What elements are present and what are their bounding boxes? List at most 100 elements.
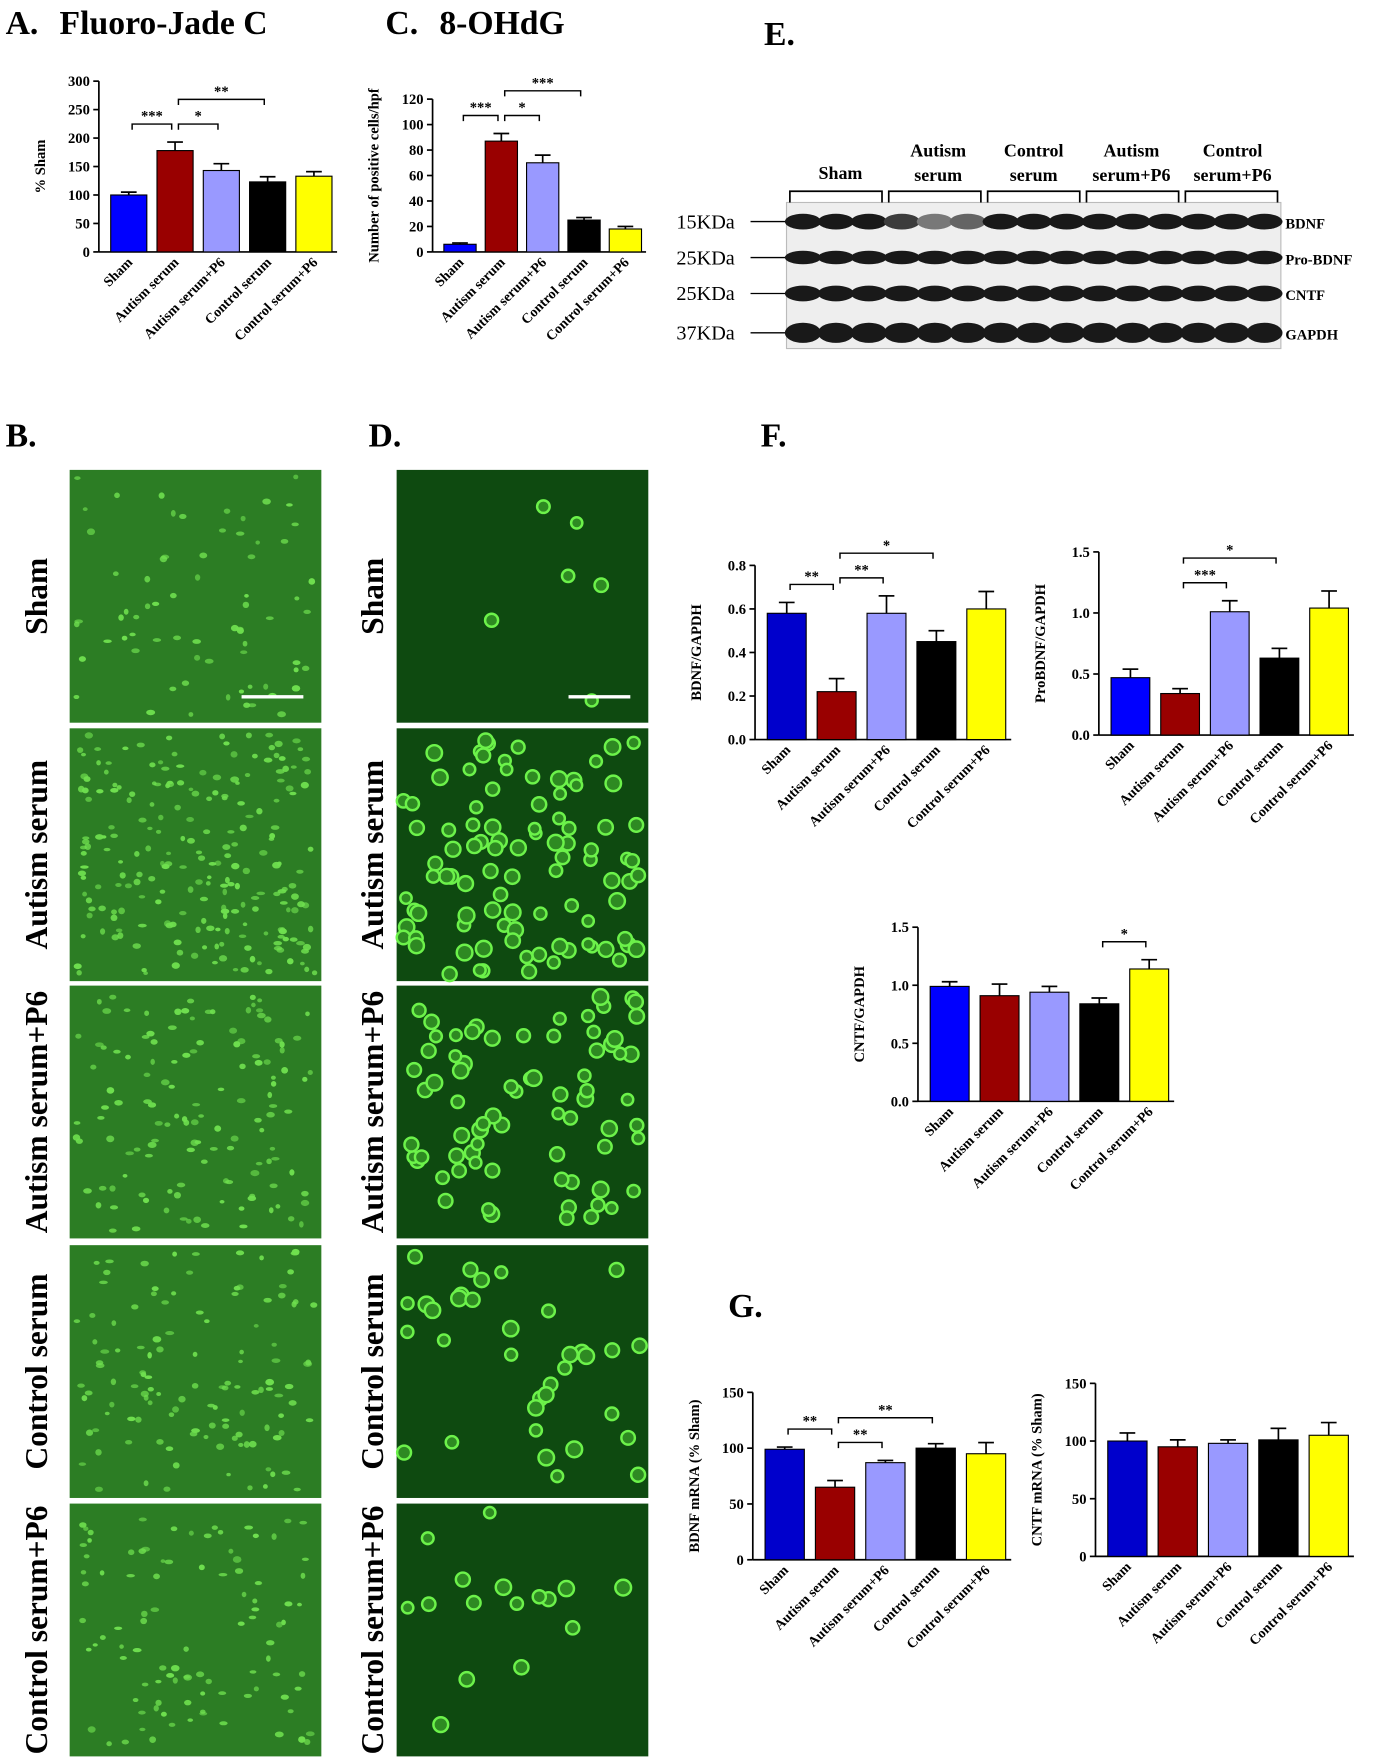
group-label: serum+P6 xyxy=(1092,165,1170,185)
cell xyxy=(212,790,219,796)
cell xyxy=(77,870,87,877)
cell xyxy=(231,1291,239,1296)
cell xyxy=(239,824,247,832)
cell xyxy=(95,834,104,840)
cell xyxy=(218,528,227,533)
y-tick-label: 0.4 xyxy=(728,646,747,662)
cell xyxy=(165,922,174,929)
band xyxy=(949,322,986,343)
cell xyxy=(465,1594,482,1611)
cell xyxy=(286,907,291,913)
y-tick-label: 0.8 xyxy=(728,558,746,574)
cell xyxy=(256,808,263,815)
cell xyxy=(79,1522,87,1528)
cell xyxy=(581,914,596,928)
cell xyxy=(273,798,280,803)
row-label: Autism serum xyxy=(355,760,390,950)
marker-label: 37KDa xyxy=(676,323,734,345)
cell xyxy=(229,1027,238,1034)
cell xyxy=(199,769,207,776)
band xyxy=(1048,285,1085,302)
cell xyxy=(82,836,90,840)
cell xyxy=(561,1345,579,1364)
cell xyxy=(255,1161,263,1166)
cell xyxy=(462,762,477,777)
y-tick-label: 0 xyxy=(737,1553,744,1569)
cell xyxy=(131,1226,141,1232)
cell xyxy=(99,1570,105,1576)
cell xyxy=(161,1300,170,1305)
cell xyxy=(280,1694,289,1700)
cell xyxy=(151,601,160,606)
cell xyxy=(425,868,441,884)
cell xyxy=(226,1145,235,1151)
cell xyxy=(263,1297,272,1303)
cell xyxy=(109,1185,116,1192)
cell xyxy=(191,790,200,797)
band xyxy=(1081,213,1118,230)
cell xyxy=(163,1207,170,1214)
cell xyxy=(242,640,248,647)
cell xyxy=(101,1105,109,1110)
band xyxy=(1048,322,1085,343)
cell xyxy=(477,732,495,750)
cell xyxy=(436,1333,452,1348)
cell xyxy=(435,1170,451,1186)
cell xyxy=(614,1578,633,1597)
significance-label: * xyxy=(518,100,525,116)
significance-label: ** xyxy=(804,569,819,585)
cell xyxy=(475,747,492,764)
band-label: Pro-BDNF xyxy=(1285,252,1352,268)
cell xyxy=(285,785,294,792)
cell xyxy=(272,861,281,869)
cell xyxy=(158,814,164,821)
cell xyxy=(448,1028,463,1043)
y-tick-label: 60 xyxy=(409,169,424,185)
y-tick-label: 50 xyxy=(1072,1492,1087,1508)
cell xyxy=(282,936,289,942)
cell xyxy=(267,1091,273,1099)
cell xyxy=(156,1346,164,1353)
cell xyxy=(292,660,301,666)
cell xyxy=(294,596,300,601)
cell xyxy=(413,1149,430,1165)
cell xyxy=(74,619,84,624)
x-tick-label: Control serum+P6 xyxy=(1067,1104,1157,1194)
cell xyxy=(291,907,299,914)
cell xyxy=(153,1705,159,1712)
cell xyxy=(212,774,222,781)
cell xyxy=(132,1647,142,1653)
cell xyxy=(254,1059,263,1066)
cell xyxy=(106,1741,112,1747)
cell xyxy=(591,1180,610,1199)
cell xyxy=(284,1109,293,1114)
cell xyxy=(219,1721,228,1726)
cell xyxy=(605,1030,624,1048)
cell xyxy=(181,1116,188,1123)
cell xyxy=(281,1619,286,1626)
significance-bracket xyxy=(131,123,173,130)
band xyxy=(784,213,822,230)
cell xyxy=(403,1136,420,1153)
cell xyxy=(462,1261,479,1278)
cell xyxy=(79,1617,86,1624)
cell xyxy=(173,1191,181,1199)
cell xyxy=(96,789,104,794)
cell xyxy=(251,1002,256,1008)
cell xyxy=(626,1183,641,1199)
cell xyxy=(589,754,604,769)
cell xyxy=(203,1435,209,1440)
cell xyxy=(236,627,244,634)
cell xyxy=(85,796,93,802)
cell xyxy=(228,1548,234,1554)
cell xyxy=(293,1035,302,1041)
cell xyxy=(168,1084,175,1089)
cell xyxy=(214,943,220,950)
cell xyxy=(144,1010,150,1016)
cell xyxy=(250,1169,260,1177)
cell xyxy=(184,1699,192,1706)
cell xyxy=(180,835,186,842)
cell xyxy=(465,837,483,855)
cell xyxy=(271,1342,277,1347)
cell xyxy=(513,1658,530,1676)
